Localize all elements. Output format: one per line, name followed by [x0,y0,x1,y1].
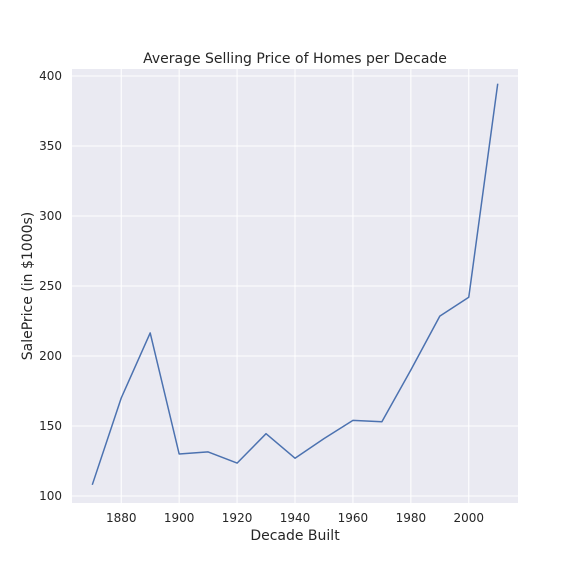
series-layer [91,83,499,486]
y-tick-label: 200 [39,349,62,363]
x-tick-label: 1960 [338,511,369,525]
x-tick-label: 1940 [280,511,311,525]
y-grid [72,75,518,497]
x-tick-label: 1980 [396,511,427,525]
x-tick-label: 1900 [164,511,195,525]
chart-title: Average Selling Price of Homes per Decad… [143,51,447,67]
y-tick-labels: 100 150 200 250 300 350 400 [39,69,62,503]
y-tick-label: 150 [39,419,62,433]
y-tick-label: 100 [39,489,62,503]
series-line [91,83,499,486]
x-tick-label: 1920 [222,511,253,525]
y-tick-label: 300 [39,209,62,223]
x-tick-label: 2000 [453,511,484,525]
y-tick-label: 350 [39,139,62,153]
y-axis-label: SalePrice (in $1000s) [20,212,36,361]
x-tick-label: 1880 [106,511,137,525]
x-tick-labels: 1880 1900 1920 1940 1960 1980 2000 [106,511,484,525]
y-tick-label: 400 [39,69,62,83]
y-tick-label: 250 [39,279,62,293]
x-axis-label: Decade Built [250,528,340,544]
